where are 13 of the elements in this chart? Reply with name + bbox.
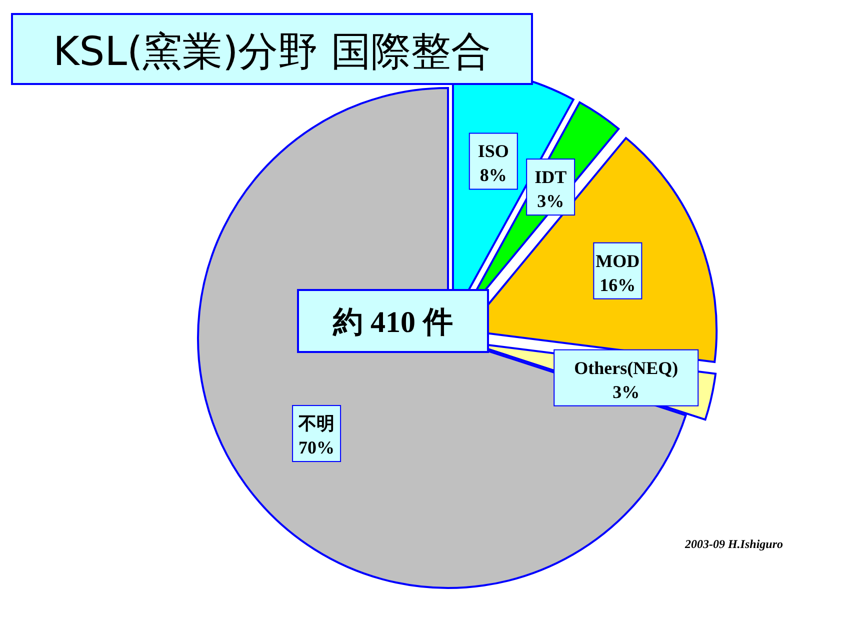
slice-label: MOD [596, 250, 640, 271]
slice-label: ISO [478, 141, 509, 162]
slice-label: Others(NEQ) [574, 358, 678, 378]
data-label: 3% [612, 382, 640, 402]
data-label: 16% [600, 274, 636, 295]
data-label: 3% [537, 191, 564, 212]
slice-label: IDT [534, 167, 567, 188]
chart-title: KSL(窯業)分野 国際整合 [53, 29, 491, 75]
data-label: 8% [480, 165, 507, 186]
text: 約 410 件 [332, 306, 453, 339]
text: 2003-09 H.Ishiguro [684, 537, 783, 551]
data-label: 70% [298, 438, 335, 458]
slice-label: 不明 [298, 414, 335, 434]
